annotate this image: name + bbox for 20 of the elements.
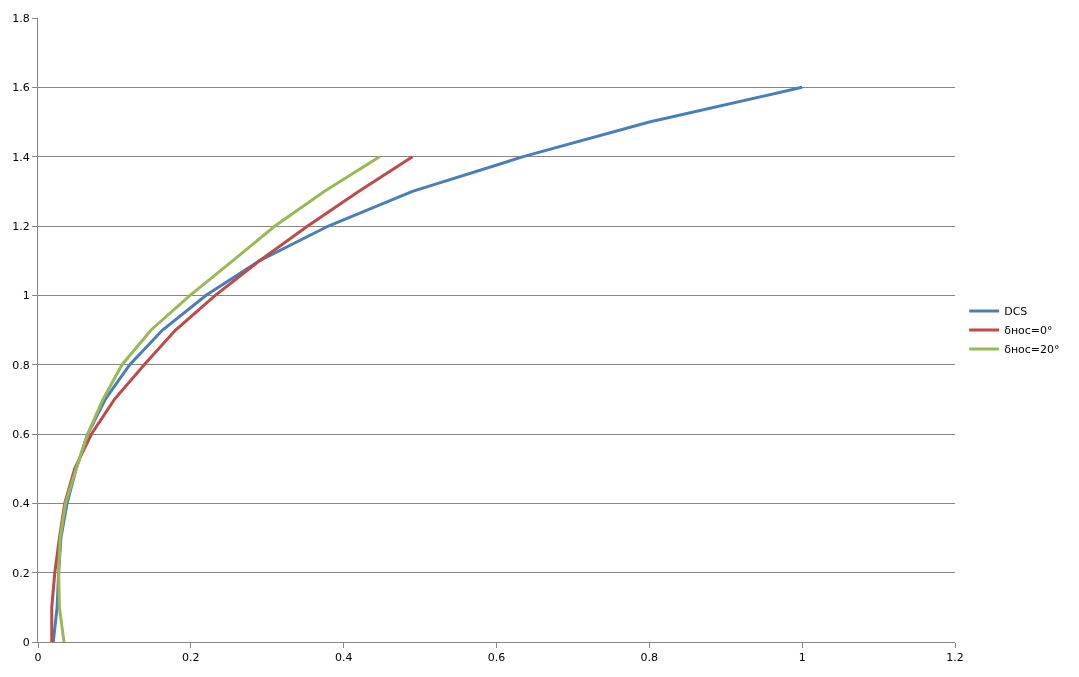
legend-label: DCS [1004,305,1028,319]
x-tick-label: 0.6 [487,651,506,665]
x-tick-label: 1.2 [946,651,964,665]
x-tick-label: 0.4 [334,651,353,665]
y-tick-label: 0 [22,635,30,649]
y-tick-label: 0.6 [12,427,30,441]
y-tick-label: 1 [22,289,30,303]
y-tick-label: 0.8 [12,358,30,372]
x-tick-label: 1 [798,651,806,665]
y-tick-label: 1.2 [12,219,30,233]
x-tick-label: 0.2 [182,651,200,665]
y-tick-label: 1.8 [12,11,30,25]
x-tick-label: 0 [34,651,42,665]
legend-label: δнос=20° [1004,343,1060,357]
x-tick-label: 0.8 [640,651,659,665]
legend-label: δнос=0° [1004,324,1053,338]
y-tick-label: 0.4 [12,497,30,511]
y-tick-label: 0.2 [12,566,30,580]
y-tick-label: 1.6 [12,81,30,95]
y-tick-label: 1.4 [12,150,30,164]
